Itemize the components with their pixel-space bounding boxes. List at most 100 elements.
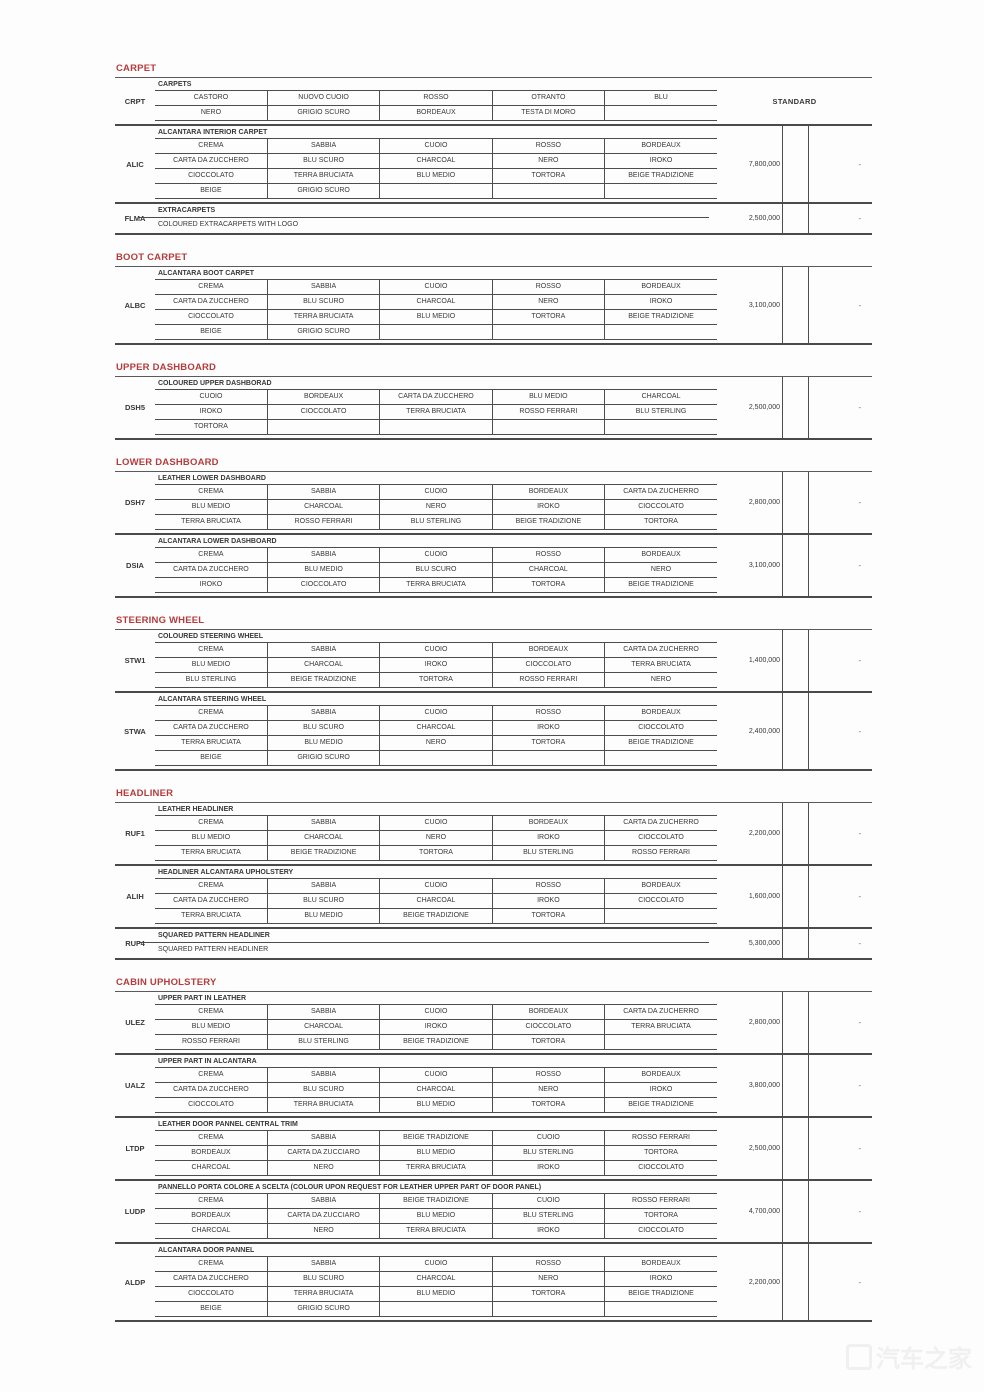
color-cell: CHARCOAL bbox=[379, 1082, 493, 1098]
color-cell: BEIGE bbox=[155, 750, 268, 766]
dash-cell: - bbox=[858, 403, 862, 412]
color-cell bbox=[379, 183, 493, 199]
color-cell: BLU MEDIO bbox=[267, 562, 381, 578]
option-subtext: COLOURED EXTRACARPETS WITH LOGO bbox=[158, 221, 299, 228]
color-grid-row: CARTA DA ZUCCHERO BLU SCURO CHARCOAL NERO IR… bbox=[155, 1271, 717, 1287]
option-content: LEATHER DOOR PANNEL CENTRAL TRIM CREMA SAB… bbox=[155, 1118, 717, 1179]
color-cell: GRIGIO SCURO bbox=[267, 105, 381, 121]
color-cell: TERRA BRUCIATA bbox=[379, 404, 493, 420]
option-content: LEATHER LOWER DASHBOARD CREMA SABBIA CUOIO B… bbox=[155, 472, 717, 533]
color-cell: BEIGE bbox=[155, 324, 268, 340]
color-cell: IROKO bbox=[492, 893, 606, 909]
color-cell: ROSSO bbox=[379, 91, 493, 106]
color-cell: BORDEAUX bbox=[492, 1005, 606, 1020]
color-cell: BLU MEDIO bbox=[155, 1019, 268, 1035]
option-code: CRPT bbox=[124, 96, 146, 106]
option-content: SQUARED PATTERN HEADLINER SQUARED PATTERN… bbox=[139, 929, 717, 958]
dash-cell: - bbox=[858, 1277, 862, 1287]
color-grid-row: CREMA SABBIA CUOIO BORDEAUX CARTA DA ZUCHERR… bbox=[155, 643, 717, 658]
color-cell: ROSSO FERRARI bbox=[492, 404, 606, 420]
dash-cell: - bbox=[858, 1207, 862, 1216]
option-content: COLOURED UPPER DASHBORAD CUOIO BORDEAUX CAR… bbox=[155, 377, 717, 438]
checkbox-cell bbox=[782, 866, 809, 927]
color-cell: CARTA DA ZUCHERRO bbox=[604, 1005, 717, 1020]
color-grid-row: TERRA BRUCIATA BLU MEDIO BEIGE TRADIZIONE T… bbox=[155, 908, 717, 924]
price-cell: 2,200,000 bbox=[748, 1278, 780, 1286]
color-cell: ROSSO FERRARI bbox=[155, 1034, 268, 1050]
color-grid: CREMA SABBIA CUOIO BORDEAUX CARTA DA ZUCHERR… bbox=[155, 816, 717, 861]
color-cell: IROKO bbox=[155, 577, 268, 593]
option-code: DSH7 bbox=[124, 498, 145, 507]
color-cell: CIOCCOLATO bbox=[604, 499, 717, 515]
color-cell: NERO bbox=[492, 1271, 606, 1287]
color-grid-row: NERO GRIGIO SCURO BORDEAUX TESTA DI MORO bbox=[155, 105, 717, 121]
color-cell: CIOCCOLATO bbox=[267, 577, 381, 593]
option-block: DSIA ALCANTARA LOWER DASHBOARD CREMA SABBIA… bbox=[115, 533, 872, 596]
color-cell bbox=[604, 750, 717, 766]
color-grid-row: CREMA SABBIA CUOIO ROSSO BORDEAUX bbox=[155, 706, 717, 721]
color-grid-row: CREMA SABBIA BEIGE TRADIZIONE CUOIO ROSSO FE… bbox=[155, 1194, 717, 1209]
option-content: LEATHER HEADLINER CREMA SABBIA CUOIO BORDEAU… bbox=[155, 803, 717, 864]
color-grid-body: CREMA SABBIA CUOIO BORDEAUX CARTA DA ZUCHERR… bbox=[155, 816, 717, 861]
color-grid-row: CUOIO BORDEAUX CARTA DA ZUCCHERO BLU MEDIO C… bbox=[155, 390, 717, 405]
color-cell: CARTA DA ZUCCHERO bbox=[155, 1082, 268, 1098]
color-cell: NERO bbox=[492, 294, 606, 310]
color-grid-row: BEIGE GRIGIO SCURO bbox=[155, 750, 717, 766]
section-title: LOWER DASHBOARD bbox=[116, 457, 219, 468]
checkbox-cell bbox=[782, 1181, 809, 1242]
color-cell: CIOCCOLATO bbox=[492, 1019, 606, 1035]
color-cell: BLU MEDIO bbox=[267, 735, 381, 751]
color-cell: BORDEAUX bbox=[267, 390, 381, 405]
color-cell: CHARCOAL bbox=[379, 294, 493, 310]
color-grid-body: CREMA SABBIA CUOIO BORDEAUX CARTA DA ZUCHERR… bbox=[155, 485, 717, 530]
color-cell: TERRA BRUCIATA bbox=[267, 1286, 381, 1302]
color-cell: CARTA DA ZUCHERRO bbox=[604, 816, 717, 831]
watermark-text: 汽车之家 bbox=[876, 1346, 972, 1373]
color-cell: BLU STERLING bbox=[379, 514, 493, 530]
color-cell: NERO bbox=[379, 499, 493, 515]
color-grid: CREMA SABBIA CUOIO ROSSO BORDEAUX CARTA DA ZU… bbox=[155, 139, 717, 199]
color-cell: SABBIA bbox=[267, 816, 381, 831]
checkbox-cell bbox=[782, 929, 809, 958]
color-cell: CHARCOAL bbox=[155, 1223, 268, 1239]
checkbox-cell bbox=[782, 1055, 809, 1116]
section-title: CABIN UPHOLSTERY bbox=[116, 977, 217, 988]
color-grid-row: CARTA DA ZUCCHERO BLU SCURO CHARCOAL NERO IR… bbox=[155, 1082, 717, 1098]
color-grid-row: CREMA SABBIA CUOIO BORDEAUX CARTA DA ZUCHERR… bbox=[155, 816, 717, 831]
dash-cell: - bbox=[858, 1018, 862, 1027]
options-section: UPPER DASHBOARD DSH5 COLOURED UPPER DASHBO… bbox=[115, 362, 872, 440]
color-cell: TORTORA bbox=[492, 168, 606, 184]
color-grid-row: TERRA BRUCIATA BEIGE TRADIZIONE TORTORA BLU… bbox=[155, 845, 717, 861]
color-grid-row: CARTA DA ZUCCHERO BLU SCURO CHARCOAL IROKO C… bbox=[155, 893, 717, 909]
section-body: RUF1 LEATHER HEADLINER CREMA SABBIA CUOIO BOR… bbox=[115, 802, 872, 960]
color-grid-body: CREMA SABBIA CUOIO ROSSO BORDEAUX CARTA DA ZU… bbox=[155, 280, 717, 340]
color-cell: NERO bbox=[267, 1223, 381, 1239]
option-block: STWA ALCANTARA STEERING WHEEL CREMA SABBIA C… bbox=[115, 691, 872, 769]
color-cell: CHARCOAL bbox=[379, 1271, 493, 1287]
color-grid-row: BLU MEDIO CHARCOAL IROKO CIOCCOLATO TERRA BR… bbox=[155, 657, 717, 673]
price-cell: 1,400,000 bbox=[748, 657, 780, 664]
color-cell: BLU STERLING bbox=[267, 1034, 381, 1050]
color-cell: BEIGE TRADIZIONE bbox=[379, 1034, 493, 1050]
dash-cell: - bbox=[858, 656, 862, 665]
color-cell: TORTORA bbox=[492, 1034, 606, 1050]
color-cell: CUOIO bbox=[379, 643, 493, 658]
color-cell: CIOCCOLATO bbox=[604, 893, 717, 909]
color-cell: CARTA DA ZUCCHERO bbox=[155, 153, 268, 169]
checkbox-cell bbox=[782, 377, 809, 438]
color-cell bbox=[379, 1301, 493, 1317]
section-title: STEERING WHEEL bbox=[116, 615, 205, 626]
color-cell: IROKO bbox=[604, 1271, 717, 1287]
price-cell: 2,200,000 bbox=[748, 830, 780, 837]
checkbox-cell bbox=[782, 630, 809, 691]
color-cell: TERRA BRUCIATA bbox=[604, 1019, 717, 1035]
color-cell: BORDEAUX bbox=[155, 1208, 268, 1224]
color-cell: NERO bbox=[155, 105, 268, 121]
checkbox-cell bbox=[782, 803, 809, 864]
color-cell: BORDEAUX bbox=[492, 816, 606, 831]
color-cell: BEIGE TRADIZIONE bbox=[267, 845, 381, 861]
color-grid-row: ROSSO FERRARI BLU STERLING BEIGE TRADIZION… bbox=[155, 1034, 717, 1050]
color-cell: IROKO bbox=[492, 499, 606, 515]
section-body: STW1 COLOURED STEERING WHEEL CREMA SABBIA CU… bbox=[115, 629, 872, 771]
option-group-header: EXTRACARPETS bbox=[158, 207, 216, 214]
